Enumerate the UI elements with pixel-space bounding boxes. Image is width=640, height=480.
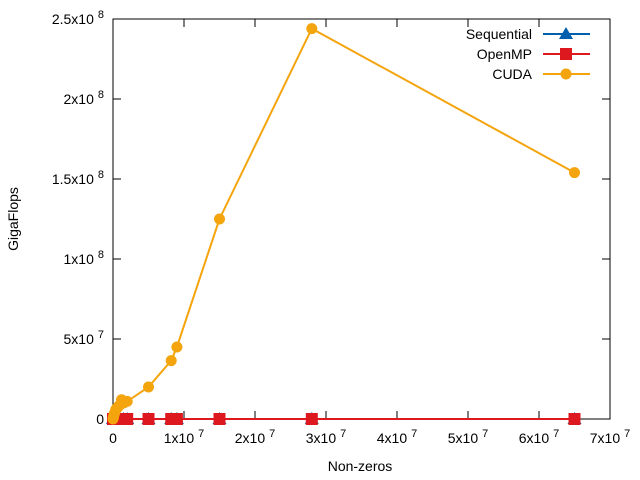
x-tick-label: 1x10 7 [164, 428, 204, 446]
y-tick-label: 1x10 8 [64, 249, 104, 267]
y-tick-label: 5x10 7 [64, 329, 104, 347]
legend-label-sequential: Sequential [466, 26, 532, 42]
data-point-cuda [569, 167, 580, 179]
data-point-openmp [121, 413, 134, 425]
y-tick-label: 1.5x10 8 [52, 169, 104, 187]
x-tick-label: 2x10 7 [235, 428, 275, 446]
legend-label-cuda: CUDA [492, 66, 532, 82]
y-tick-label: 0 [96, 411, 104, 427]
legend-marker-cuda [560, 68, 572, 80]
y-tick-label: 2x10 8 [64, 89, 104, 107]
x-tick-label: 4x10 7 [377, 428, 417, 446]
series-line-cuda [112, 27, 575, 420]
plot-frame [112, 18, 611, 420]
series-cuda [107, 23, 580, 425]
x-axis-label: Non-zeros [328, 458, 393, 474]
data-point-cuda [143, 381, 154, 393]
legend-marker-openmp [560, 48, 572, 60]
x-tick-label: 6x10 7 [519, 428, 559, 446]
data-point-openmp [142, 413, 155, 425]
data-point-openmp [213, 413, 226, 425]
y-tick-label: 2.5x10 8 [52, 9, 104, 27]
legend-label-openmp: OpenMP [477, 46, 532, 62]
series-layer [106, 23, 582, 425]
ticks-layer: 0 1x10 7 2x10 7 3x10 7 4x10 7 5x10 7 6x10 7 7x10 7 0 5x1… [52, 9, 630, 446]
data-point-cuda [121, 395, 133, 407]
x-tick-label: 0 [109, 430, 117, 446]
data-point-openmp [305, 413, 318, 425]
data-point-cuda [306, 23, 318, 35]
data-point-cuda [165, 355, 177, 367]
series-openmp [107, 413, 581, 425]
legend-marker-sequential [559, 27, 573, 39]
data-point-openmp [568, 413, 581, 425]
y-axis-label: GigaFlops [5, 187, 21, 251]
x-tick-label: 5x10 7 [448, 428, 488, 446]
data-point-cuda [214, 213, 225, 225]
legend: Sequential OpenMP CUDA [466, 26, 590, 82]
x-tick-label: 3x10 7 [306, 428, 346, 446]
x-tick-label: 7x10 7 [590, 428, 630, 446]
data-point-openmp [170, 413, 183, 425]
data-point-cuda [171, 341, 183, 353]
